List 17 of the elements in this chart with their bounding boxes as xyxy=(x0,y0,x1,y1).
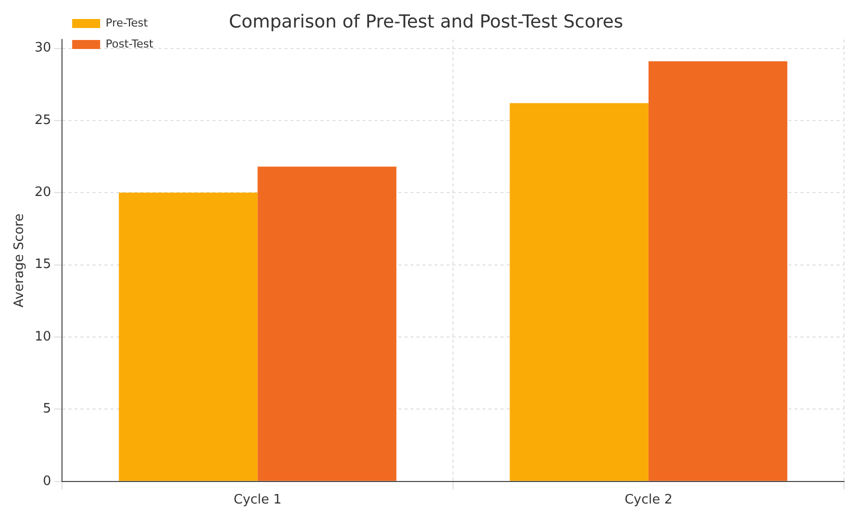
y-tick-label: 0 xyxy=(42,474,52,489)
y-tick-label: 10 xyxy=(34,329,52,344)
y-tick-label: 15 xyxy=(34,257,52,272)
bar xyxy=(648,61,788,481)
x-tick-label: Cycle 2 xyxy=(624,492,673,508)
y-axis-title: Average Score xyxy=(12,214,28,308)
y-tick-label: 5 xyxy=(42,402,52,417)
legend-label: Post-Test xyxy=(106,37,154,50)
y-tick-label: 25 xyxy=(34,112,52,128)
chart-title: Comparison of Pre-Test and Post-Test Scores xyxy=(228,11,624,32)
bar xyxy=(510,103,649,481)
bar xyxy=(118,192,258,481)
legend-label: Pre-Test xyxy=(106,16,148,30)
bar xyxy=(258,166,396,481)
y-tick-label: 30 xyxy=(34,40,52,56)
y-tick-label: 20 xyxy=(34,185,52,200)
x-tick-label: Cycle 1 xyxy=(234,492,282,508)
